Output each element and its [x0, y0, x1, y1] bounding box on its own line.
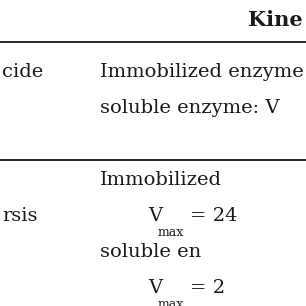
Text: max: max	[158, 226, 184, 239]
Text: V: V	[148, 207, 162, 225]
Text: soluble en: soluble en	[100, 243, 201, 261]
Text: Immobilized: Immobilized	[100, 171, 222, 189]
Text: V: V	[148, 279, 162, 297]
Text: Kine: Kine	[248, 10, 303, 30]
Text: = 24: = 24	[190, 207, 237, 225]
Text: rsis: rsis	[2, 207, 38, 225]
Text: = 2: = 2	[190, 279, 225, 297]
Text: soluble enzyme: V: soluble enzyme: V	[100, 99, 279, 117]
Text: cide: cide	[2, 63, 43, 81]
Text: Immobilized enzyme: Immobilized enzyme	[100, 63, 304, 81]
Text: max: max	[158, 298, 184, 306]
